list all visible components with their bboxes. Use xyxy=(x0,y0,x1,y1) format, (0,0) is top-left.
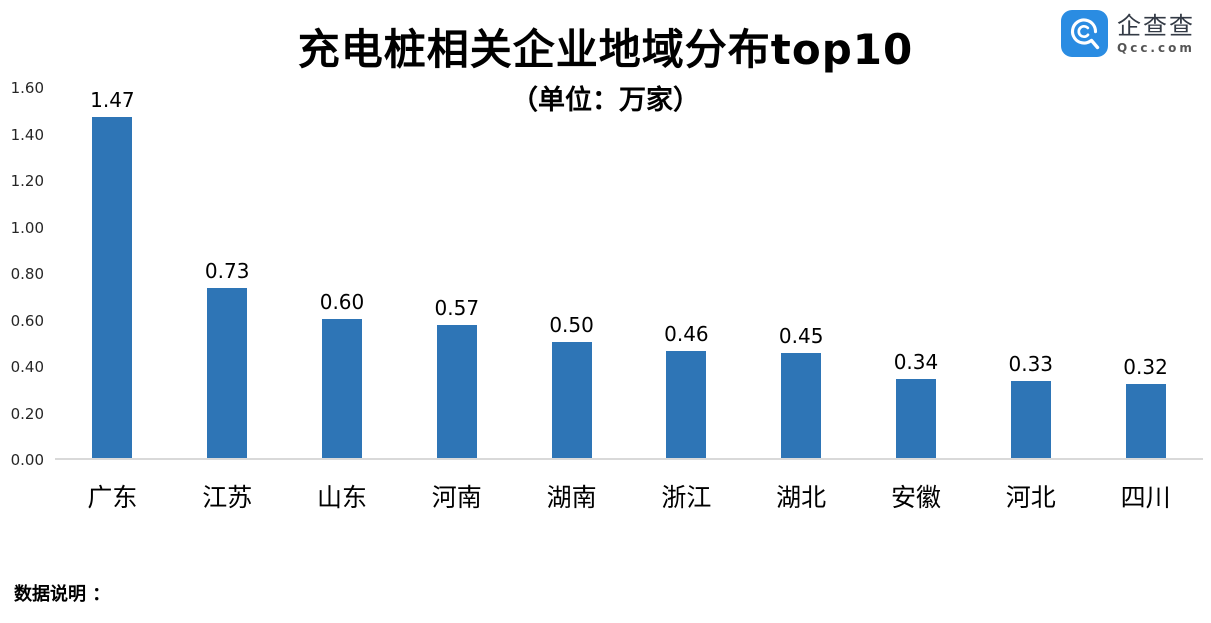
bar-column: 0.60 xyxy=(285,88,400,458)
bar xyxy=(92,117,133,458)
bar-column: 0.32 xyxy=(1088,88,1203,458)
bar xyxy=(321,318,362,458)
x-axis-label: 河北 xyxy=(1005,483,1056,512)
bar-column: 0.50 xyxy=(514,88,629,458)
y-axis-tick: 1.20 xyxy=(10,172,44,190)
bar-value-label: 0.73 xyxy=(204,259,250,284)
bar-value-label: 1.47 xyxy=(90,88,135,112)
bar-column: 0.45 xyxy=(744,88,859,458)
y-axis: 1.60 1.40 1.20 1.00 0.80 0.60 0.40 0.20 0.00 xyxy=(0,79,48,469)
x-axis-label: 江苏 xyxy=(202,483,253,512)
y-axis-tick: 0.40 xyxy=(10,358,44,376)
bar-chart: 1.60 1.40 1.20 1.00 0.80 0.60 0.40 0.20 0.00 1.4… xyxy=(0,79,1211,469)
bar-value-label: 0.57 xyxy=(434,296,480,321)
x-axis-label: 广东 xyxy=(87,483,138,512)
bar xyxy=(1010,381,1051,458)
y-axis-tick: 0.00 xyxy=(10,451,44,469)
y-axis-tick: 1.40 xyxy=(10,125,44,144)
chart-subtitle: （单位：万家） xyxy=(511,85,700,116)
bar-value-label: 0.46 xyxy=(664,322,709,347)
qcc-logo-text: 企查查 Qcc.com xyxy=(1117,14,1195,54)
qcc-logo-icon xyxy=(1061,10,1108,57)
plot-area: 1.47 0.73 0.60 0.57 0.50 0.46 0.45 0.34 0.33 0.32 xyxy=(55,88,1203,460)
x-axis-label: 湖南 xyxy=(546,483,597,512)
footnotes: 数据说明 ： 1、仅统计关键词为“充电桩”的在业、存续的企业 2、统计时间 20… xyxy=(14,527,429,623)
y-axis-tick: 0.80 xyxy=(10,265,44,283)
x-axis-label: 浙江 xyxy=(661,483,712,512)
y-axis-tick: 0.20 xyxy=(10,404,44,423)
y-axis-tick: 0.60 xyxy=(10,311,44,330)
chart-title: 充电桩相关企业地域分布top10 xyxy=(297,25,914,74)
x-axis-label: 四川 xyxy=(1120,483,1171,512)
bar xyxy=(895,378,936,458)
bar xyxy=(1125,383,1166,458)
x-axis-label: 山东 xyxy=(316,483,367,512)
logo-domain: Qcc.com xyxy=(1117,40,1195,55)
y-axis-tick: 1.00 xyxy=(10,218,44,237)
bar-column: 0.33 xyxy=(973,88,1088,458)
logo-company-name: 企查查 xyxy=(1117,11,1195,40)
qcc-logo[interactable]: 企查查 Qcc.com xyxy=(1061,10,1195,57)
x-axis: 广东 江苏 山东 河南 湖南 浙江 湖北 安徽 河北 四川 xyxy=(55,478,1203,514)
bar xyxy=(207,288,248,458)
bar-column: 0.73 xyxy=(170,88,285,458)
bar xyxy=(666,351,707,458)
bar-value-label: 0.32 xyxy=(1123,354,1168,379)
x-axis-label: 湖北 xyxy=(776,483,827,512)
bar xyxy=(436,325,477,458)
bar-column: 0.34 xyxy=(859,88,974,458)
bar xyxy=(781,353,822,458)
footnote-heading: 数据说明 ： xyxy=(14,584,111,605)
y-axis-tick: 1.60 xyxy=(10,79,44,97)
bar-value-label: 0.45 xyxy=(778,324,824,349)
bar-column: 0.57 xyxy=(399,88,514,458)
bar-value-label: 0.34 xyxy=(893,349,939,374)
x-axis-label: 河南 xyxy=(431,483,482,512)
bar-value-label: 0.60 xyxy=(319,289,365,314)
x-axis-label: 安徽 xyxy=(890,483,941,512)
bar-value-label: 0.33 xyxy=(1008,352,1054,377)
bar-value-label: 0.50 xyxy=(549,312,594,337)
bar-column: 1.47 xyxy=(55,88,170,458)
bar-column: 0.46 xyxy=(629,88,744,458)
bar xyxy=(551,341,592,458)
